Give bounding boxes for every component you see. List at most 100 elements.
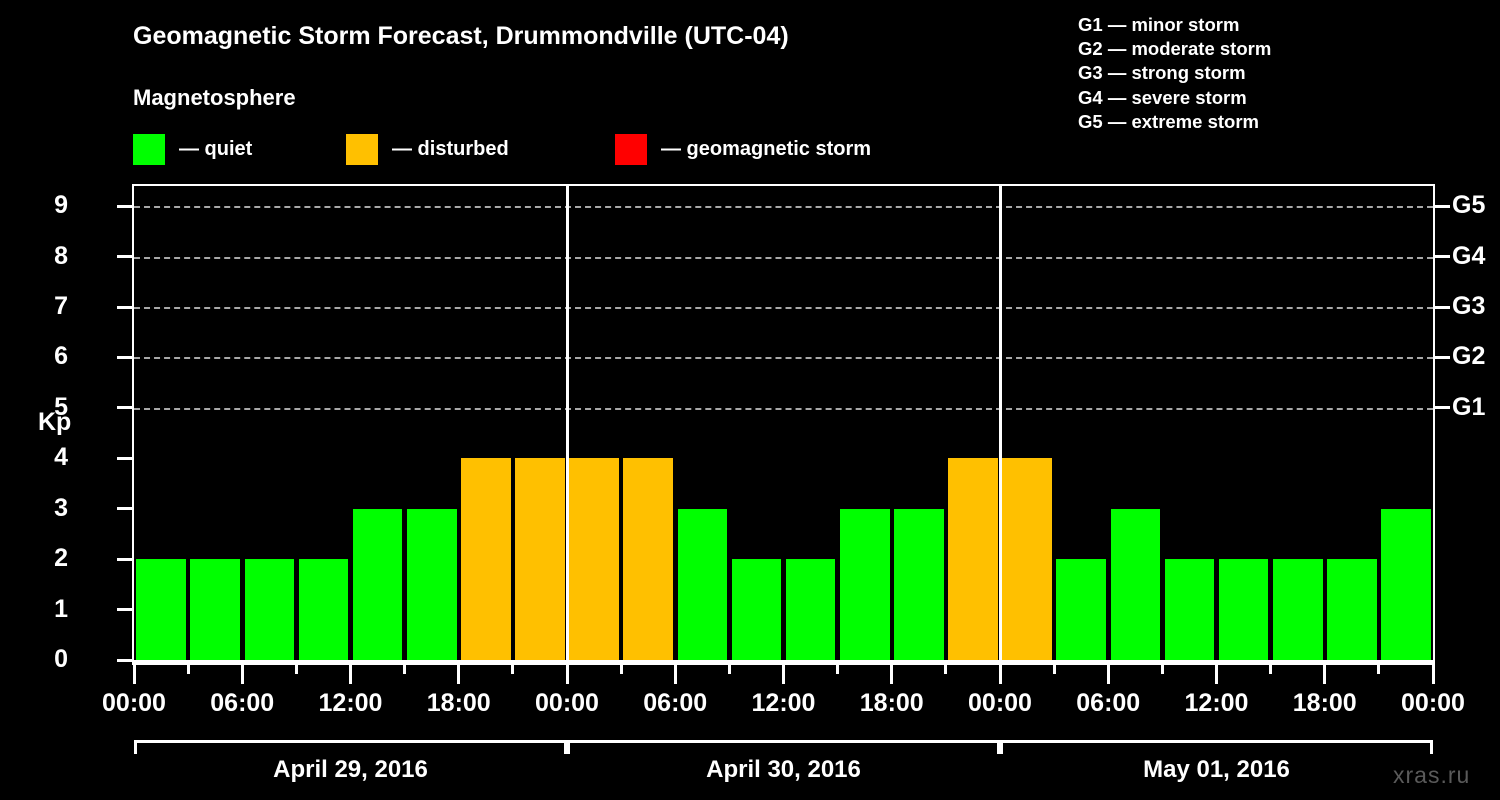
g-tick-mark-G1 — [1435, 406, 1450, 410]
x-tick-label-3: 18:00 — [426, 689, 491, 717]
bar — [298, 559, 349, 660]
bar — [839, 508, 890, 660]
y-tick-label-0: 0 — [54, 645, 68, 673]
y-tick-label-6: 6 — [54, 342, 68, 371]
geomagnetic-storm-legend: — geomagnetic storm — [615, 133, 871, 165]
date-label-2: April 30, 2016 — [706, 756, 861, 783]
x-tick-major-0 — [132, 662, 136, 684]
bar — [1056, 559, 1106, 660]
bar — [461, 458, 511, 660]
gscale-legend-item-5: G5 — extreme storm — [1078, 110, 1259, 132]
y-tick-label-1: 1 — [54, 594, 68, 623]
x-tick-major-8 — [565, 662, 569, 684]
bar — [948, 458, 998, 660]
bar — [1218, 559, 1269, 660]
legend-swatch-icon — [346, 133, 378, 165]
date-bracket-3 — [1000, 740, 1433, 754]
g-tick-label-G2: G2 — [1452, 342, 1486, 371]
x-tick-label-9: 06:00 — [1076, 689, 1141, 717]
x-tick-minor-5 — [403, 662, 407, 674]
y-tick-mark-4 — [117, 456, 132, 460]
x-tick-major-24 — [1431, 662, 1435, 684]
date-label-1: April 29, 2016 — [273, 756, 428, 783]
x-tick-major-18 — [1106, 662, 1110, 684]
x-tick-major-2 — [240, 662, 244, 684]
page-title: Geomagnetic Storm Forecast, Drummondvill… — [133, 22, 789, 50]
legend-label: — geomagnetic storm — [661, 137, 872, 160]
legend-swatch-icon — [133, 133, 165, 165]
bar — [894, 508, 944, 660]
y-tick-label-5: 5 — [54, 392, 68, 421]
x-tick-label-7: 18:00 — [859, 689, 924, 717]
bar — [244, 559, 295, 660]
y-tick-label-4: 4 — [54, 443, 68, 472]
date-label-3: May 01, 2016 — [1143, 756, 1290, 783]
gridline-kp-8 — [134, 256, 1433, 259]
gridline-kp-9 — [134, 206, 1433, 209]
magnetosphere-section-label: Magnetosphere — [133, 85, 296, 110]
bar — [677, 508, 728, 660]
x-tick-minor-15 — [944, 662, 948, 674]
x-tick-label-4: 00:00 — [535, 689, 599, 717]
x-tick-minor-23 — [1377, 662, 1381, 674]
y-tick-label-2: 2 — [54, 544, 68, 573]
y-axis-title: Kp — [38, 408, 72, 436]
bar — [569, 458, 619, 660]
y-tick-mark-6 — [117, 355, 132, 359]
x-tick-label-8: 00:00 — [968, 689, 1032, 717]
x-tick-minor-1 — [186, 662, 190, 674]
x-tick-major-14 — [890, 662, 894, 684]
x-tick-label-6: 12:00 — [751, 689, 816, 717]
y-tick-mark-5 — [117, 406, 132, 410]
y-tick-mark-7 — [117, 305, 132, 309]
bar — [406, 508, 457, 660]
day-separator-top-1 — [565, 186, 569, 441]
x-tick-label-2: 12:00 — [318, 689, 383, 717]
x-tick-minor-11 — [727, 662, 731, 674]
y-tick-mark-2 — [117, 557, 132, 561]
y-tick-mark-1 — [117, 608, 132, 612]
y-tick-label-9: 9 — [54, 191, 68, 220]
gridline-kp-6 — [134, 357, 1433, 360]
gscale-legend-item-4: G4 — severe storm — [1078, 86, 1247, 108]
g-tick-mark-G5 — [1435, 204, 1450, 208]
x-tick-minor-21 — [1269, 662, 1273, 674]
bar — [1327, 559, 1377, 660]
y-tick-mark-8 — [117, 255, 132, 259]
g-tick-mark-G2 — [1435, 355, 1450, 359]
bar — [1381, 508, 1431, 660]
x-tick-minor-17 — [1052, 662, 1056, 674]
x-tick-major-6 — [457, 662, 461, 684]
x-tick-major-4 — [349, 662, 352, 684]
x-tick-major-22 — [1323, 662, 1327, 684]
x-tick-major-12 — [782, 662, 785, 684]
x-tick-label-5: 06:00 — [643, 689, 708, 717]
g-tick-mark-G3 — [1435, 305, 1450, 309]
date-bracket-1 — [134, 740, 567, 754]
x-tick-label-10: 12:00 — [1184, 689, 1249, 717]
y-tick-label-7: 7 — [54, 292, 68, 321]
g-tick-label-G4: G4 — [1452, 241, 1486, 270]
bar — [1272, 559, 1323, 660]
gridline-kp-7 — [134, 307, 1433, 310]
bar — [731, 559, 782, 660]
x-tick-major-20 — [1215, 662, 1218, 684]
bar — [515, 458, 565, 660]
legend-label: — quiet — [179, 137, 253, 160]
bar — [785, 559, 836, 660]
bar — [190, 559, 240, 660]
x-tick-major-10 — [673, 662, 677, 684]
x-tick-label-0: 00:00 — [102, 689, 166, 717]
gscale-legend: G1 — minor storm G2 — moderate storm G3 — … — [1078, 13, 1271, 134]
gscale-legend-item-2: G2 — moderate storm — [1078, 38, 1272, 60]
x-tick-label-1: 06:00 — [210, 689, 275, 717]
g-tick-mark-G4 — [1435, 255, 1450, 259]
g-tick-label-G5: G5 — [1452, 191, 1486, 220]
x-tick-label-11: 18:00 — [1292, 689, 1357, 717]
x-tick-major-16 — [998, 662, 1002, 684]
y-tick-mark-3 — [117, 507, 132, 511]
date-bracket-2 — [567, 740, 1000, 754]
day-separator-top-2 — [998, 186, 1002, 441]
gscale-legend-item-1: G1 — minor storm — [1078, 14, 1240, 35]
gridline-kp-5 — [134, 407, 1433, 410]
